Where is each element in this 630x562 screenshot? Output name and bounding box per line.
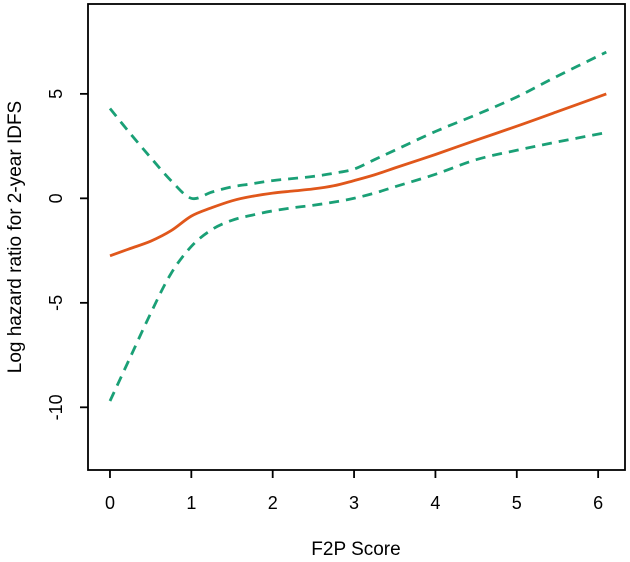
x-tick-label: 0: [105, 493, 115, 513]
x-tick-label: 6: [593, 493, 603, 513]
y-tick-label: -10: [46, 394, 66, 420]
upper-95pct-ci-line: [108, 50, 607, 201]
data-series: [108, 50, 607, 402]
x-tick-label: 4: [430, 493, 440, 513]
x-tick-label: 2: [268, 493, 278, 513]
y-axis: 5 0 -5 -10: [46, 89, 88, 420]
lower-95pct-ci-line: [108, 131, 607, 402]
x-axis: 0 1 2 3 4 5 6: [105, 470, 603, 513]
x-tick-label: 1: [186, 493, 196, 513]
x-tick-label: 3: [349, 493, 359, 513]
y-axis-title: Log hazard ratio for 2-year IDFS: [5, 101, 26, 373]
x-tick-label: 5: [512, 493, 522, 513]
plot-frame: [87, 3, 626, 471]
y-tick-label: -5: [46, 295, 66, 311]
y-tick-label: 0: [46, 193, 66, 203]
log-hazard-ratio-estimate-line: [109, 92, 607, 258]
y-tick-label: 5: [46, 89, 66, 99]
x-axis-title: F2P Score: [311, 539, 400, 560]
